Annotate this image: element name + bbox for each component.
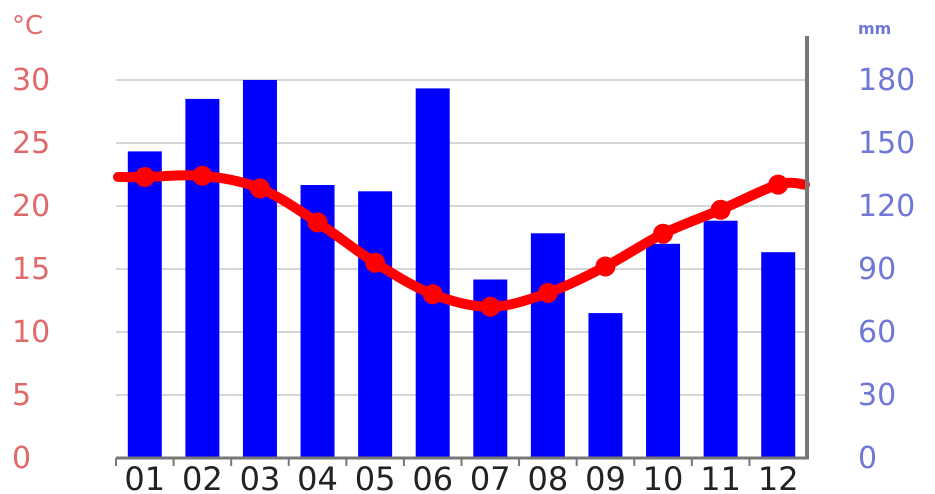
gridlines — [116, 79, 807, 396]
temperature-point — [537, 282, 558, 303]
left-tick-label: 15 — [12, 252, 50, 287]
temperature-point — [653, 223, 674, 244]
temperature-point — [192, 165, 213, 186]
precipitation-bar — [703, 220, 738, 458]
precipitation-bar — [358, 191, 393, 459]
precipitation-bars — [127, 80, 796, 459]
x-tick-label: 01 — [124, 460, 165, 494]
temperature-point — [480, 296, 501, 317]
right-tick-label: 150 — [858, 126, 915, 161]
x-tick-label: 03 — [240, 460, 281, 494]
precipitation-bar — [588, 313, 623, 458]
temperature-point — [307, 212, 328, 233]
right-tick-label: 120 — [858, 189, 915, 224]
left-tick-label: 10 — [12, 315, 50, 350]
x-tick-label: 05 — [355, 460, 396, 494]
precipitation-bar — [185, 98, 220, 459]
right-tick-label: 30 — [858, 378, 896, 413]
right-tick-label: 180 — [858, 63, 915, 98]
right-axis-ticks: 0 30 60 90 120 150 180 — [858, 63, 915, 476]
right-axis-unit: mm — [858, 19, 891, 38]
x-tick-label: 09 — [585, 460, 626, 494]
left-axis-unit: °C — [12, 11, 43, 41]
right-tick-label: 60 — [858, 315, 896, 350]
temperature-line — [113, 165, 810, 317]
left-tick-label: 20 — [12, 189, 50, 224]
left-tick-label: 5 — [12, 378, 31, 413]
temperature-point — [768, 174, 789, 195]
x-tick-label: 02 — [182, 460, 223, 494]
temperature-point — [249, 178, 270, 199]
precipitation-bar — [646, 243, 681, 458]
right-tick-label: 0 — [858, 441, 877, 476]
x-tick-label: 10 — [643, 460, 684, 494]
x-tick-label: 12 — [758, 460, 799, 494]
precipitation-bar — [242, 80, 277, 458]
x-tick-label: 04 — [297, 460, 338, 494]
x-tick-label: 07 — [470, 460, 511, 494]
precipitation-bar — [415, 88, 450, 459]
left-axis-ticks: 0 5 10 15 20 25 30 — [12, 63, 50, 476]
left-tick-label: 30 — [12, 63, 50, 98]
temperature-point — [365, 252, 386, 273]
temperature-point — [422, 284, 443, 305]
precipitation-bar — [761, 252, 796, 458]
temperature-point — [595, 256, 616, 277]
x-axis-ticks: 01 02 03 04 05 06 07 08 09 10 11 12 — [115, 458, 799, 494]
precipitation-bar — [530, 233, 565, 458]
temperature-point — [710, 199, 731, 220]
x-tick-label: 11 — [700, 460, 741, 494]
x-tick-label: 06 — [412, 460, 453, 494]
temperature-point — [134, 167, 155, 188]
x-tick-label: 08 — [528, 460, 569, 494]
temperature-curve — [113, 170, 810, 312]
left-tick-label: 25 — [12, 126, 50, 161]
precipitation-bar — [127, 151, 162, 458]
left-tick-label: 0 — [12, 441, 31, 476]
right-tick-label: 90 — [858, 252, 896, 287]
